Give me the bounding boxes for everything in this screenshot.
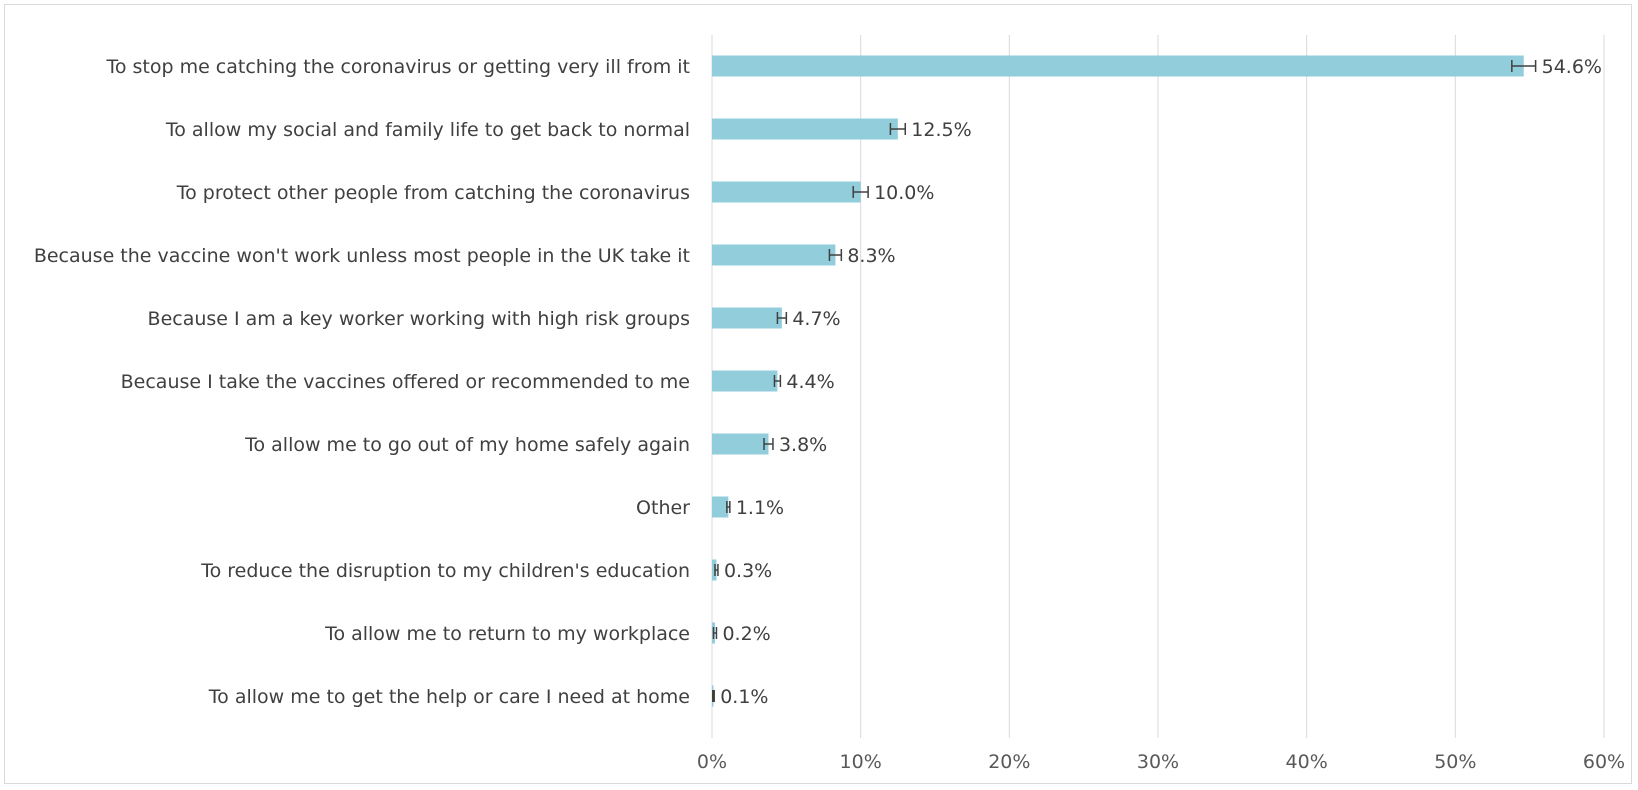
data-label: 4.7%: [792, 308, 840, 330]
category-label: Because I am a key worker working with h…: [148, 308, 690, 330]
bar: [712, 181, 861, 203]
data-label: 0.1%: [720, 686, 768, 708]
data-label: 3.8%: [779, 434, 827, 456]
data-label: 4.4%: [786, 371, 834, 393]
category-label: To allow me to go out of my home safely …: [244, 434, 690, 456]
data-label: 8.3%: [847, 245, 895, 267]
bar: [712, 244, 836, 266]
bar: [712, 118, 898, 140]
category-label: To reduce the disruption to my children'…: [200, 560, 690, 582]
bar: [712, 370, 778, 392]
data-label: 0.2%: [722, 623, 770, 645]
category-label: Because the vaccine won't work unless mo…: [34, 245, 690, 267]
x-tick-label: 60%: [1583, 751, 1625, 773]
bar: [712, 55, 1524, 77]
category-label: Other: [636, 497, 690, 519]
x-tick-label: 50%: [1434, 751, 1476, 773]
x-tick-label: 20%: [988, 751, 1030, 773]
category-label: To stop me catching the coronavirus or g…: [105, 56, 690, 78]
data-label: 0.3%: [724, 560, 772, 582]
x-tick-label: 10%: [840, 751, 882, 773]
bar: [712, 496, 729, 518]
category-label: To allow me to get the help or care I ne…: [208, 686, 690, 708]
data-label: 12.5%: [911, 119, 971, 141]
category-label: To allow me to return to my workplace: [324, 623, 690, 645]
x-tick-label: 40%: [1286, 751, 1328, 773]
category-label: Because I take the vaccines offered or r…: [121, 371, 690, 393]
data-label: 1.1%: [736, 497, 784, 519]
data-label: 54.6%: [1542, 56, 1602, 78]
x-tick-label: 30%: [1137, 751, 1179, 773]
category-label: To protect other people from catching th…: [176, 182, 690, 204]
data-label: 10.0%: [874, 182, 934, 204]
bar: [712, 433, 769, 455]
category-label: To allow my social and family life to ge…: [165, 119, 690, 141]
bar: [712, 307, 782, 329]
x-tick-label: 0%: [697, 751, 727, 773]
